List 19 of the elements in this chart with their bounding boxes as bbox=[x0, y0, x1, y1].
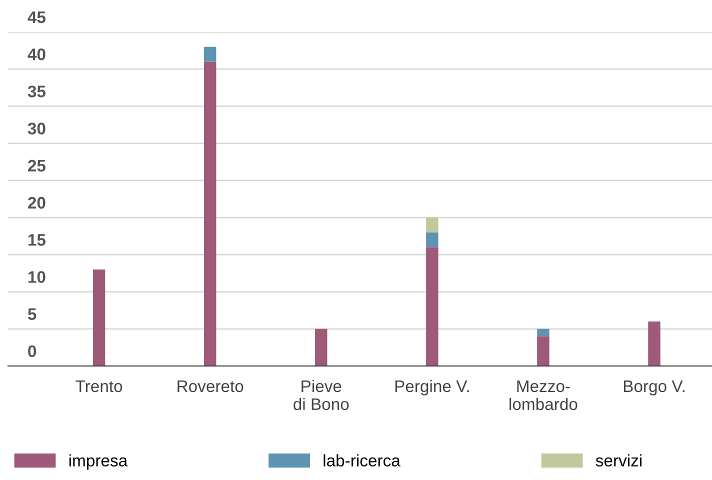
y-tick-label: 10 bbox=[28, 271, 46, 283]
x-tick-label: Trento bbox=[76, 380, 122, 392]
x-tick-label: Pieve di Bono bbox=[294, 380, 349, 410]
y-tick-label: 35 bbox=[28, 86, 46, 98]
x-tick-label: Mezzo- lombardo bbox=[510, 380, 578, 410]
y-tick-label: 0 bbox=[28, 345, 36, 358]
legend-label: lab-ricerca bbox=[324, 454, 400, 467]
y-tick-label: 25 bbox=[28, 160, 46, 172]
legend-label: servizi bbox=[596, 454, 642, 467]
y-tick-label: 15 bbox=[28, 234, 46, 246]
y-tick-label: 20 bbox=[28, 196, 46, 209]
y-tick-label: 40 bbox=[28, 48, 46, 60]
x-tick-label: Borgo V. bbox=[624, 380, 684, 396]
y-tick-label: 5 bbox=[28, 308, 36, 320]
legend-label: impresa bbox=[69, 454, 128, 470]
y-tick-label: 45 bbox=[28, 12, 46, 24]
y-tick-label: 30 bbox=[28, 122, 46, 135]
x-tick-label: Pergine V. bbox=[395, 380, 469, 396]
x-tick-label: Rovereto bbox=[178, 380, 244, 392]
